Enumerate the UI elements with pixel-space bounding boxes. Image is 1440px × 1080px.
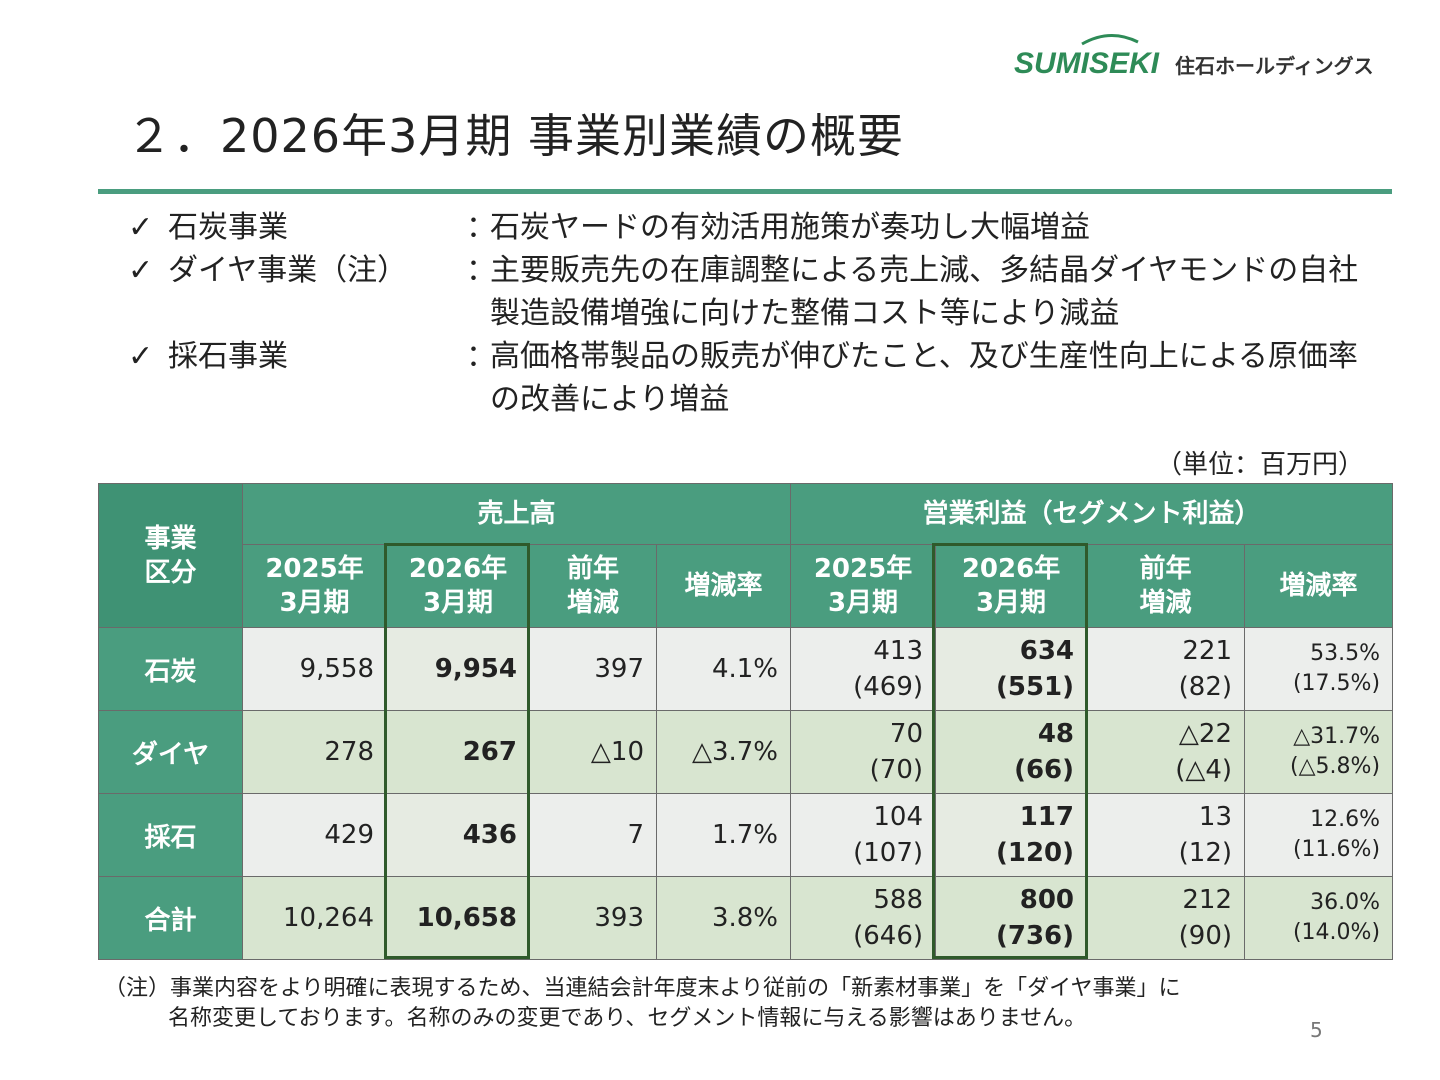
table-row: ダイヤ 278 267 △10 △3.7% 70 (70) 48 (66) △2… [98, 710, 1394, 794]
table-cell: 9,558 [242, 627, 387, 711]
page-title: ２．2026年3月期 事業別業績の概要 [126, 109, 904, 163]
segment-results-table: 事業 区分 売上高 営業利益（セグメント利益） 2025年 3月期 2026年 … [98, 483, 1394, 960]
bullet-quarry: ✓ 採石事業 ： 高価格帯製品の販売が伸びたこと、及び生産性向上による原価率の改… [128, 335, 1388, 421]
logo-arc-icon [1081, 34, 1139, 46]
page-number: 5 [1310, 1018, 1323, 1042]
table-cell: 117 (120) [935, 793, 1088, 877]
check-icon: ✓ [128, 339, 154, 374]
table-row: 石炭 9,558 9,954 397 4.1% 413 (469) 634 (5… [98, 627, 1394, 711]
sales-header: 売上高 [241, 483, 792, 545]
bullet-segment-name: ダイヤ事業（注） [168, 253, 408, 288]
summary-bullets: ✓ 石炭事業 ： 石炭ヤードの有効活用施策が奏功し大幅増益 ✓ ダイヤ事業（注）… [128, 206, 1388, 421]
company-logo: SUMISEKI 住石ホールディングス [1014, 34, 1374, 84]
col-header: 前年 増減 [529, 544, 657, 628]
table-cell: 53.5% (17.5%) [1244, 627, 1394, 711]
check-icon: ✓ [128, 210, 154, 245]
table-cell: 48 (66) [935, 710, 1088, 794]
table-row: 採石 429 436 7 1.7% 104 (107) 117 (120) 13… [98, 793, 1394, 877]
bullet-description: 高価格帯製品の販売が伸びたこと、及び生産性向上による原価率の改善により増益 [490, 339, 1358, 417]
bullet-diamond: ✓ ダイヤ事業（注） ： 主要販売先の在庫調整による売上減、多結晶ダイヤモンドの… [128, 249, 1388, 335]
table-cell: 3.8% [655, 876, 792, 960]
col-header: 2026年 3月期 [386, 544, 530, 628]
table-cell: 104 (107) [790, 793, 937, 877]
table-cell: 12.6% (11.6%) [1244, 793, 1394, 877]
table-cell: 267 [386, 710, 530, 794]
table-cell: 278 [242, 710, 387, 794]
profit-header: 営業利益（セグメント利益） [790, 483, 1394, 545]
footnote-line-2: 名称変更しております。名称のみの変更であり、セグメント情報に与える影響はありませ… [168, 1006, 1087, 1031]
table-cell: 397 [529, 627, 657, 711]
segment-header-text: 事業 区分 [144, 523, 197, 588]
table-cell: 212 (90) [1086, 876, 1246, 960]
row-segment: 採石 [98, 793, 243, 877]
bullet-description: 石炭ヤードの有効活用施策が奏功し大幅増益 [490, 210, 1090, 245]
col-header: 増減率 [1244, 544, 1394, 628]
bullet-colon: ： [466, 339, 496, 374]
bullet-colon: ： [466, 253, 496, 288]
logo-brand: SUMISEKI [1014, 47, 1160, 80]
table-cell: 429 [242, 793, 387, 877]
bullet-segment-name: 採石事業 [168, 339, 288, 374]
segment-header: 事業 区分 [98, 483, 243, 628]
table-cell: 413 (469) [790, 627, 937, 711]
row-segment: 石炭 [98, 627, 243, 711]
table-cell: 13 (12) [1086, 793, 1246, 877]
title-divider [98, 189, 1392, 194]
table-cell: △31.7% (△5.8%) [1244, 710, 1394, 794]
table-cell: 588 (646) [790, 876, 937, 960]
table-cell: 10,658 [386, 876, 530, 960]
unit-label: （単位：百万円） [1156, 450, 1365, 480]
row-segment: ダイヤ [98, 710, 243, 794]
table-cell: △10 [529, 710, 657, 794]
table-cell: 436 [386, 793, 530, 877]
bullet-segment-name: 石炭事業 [168, 210, 288, 245]
table-cell: 4.1% [655, 627, 792, 711]
col-header: 2025年 3月期 [790, 544, 937, 628]
col-header: 前年 増減 [1086, 544, 1246, 628]
logo-company-name: 住石ホールディングス [1175, 53, 1374, 78]
table-cell: 634 (551) [935, 627, 1088, 711]
table-cell: △22 (△4) [1086, 710, 1246, 794]
col-header: 2025年 3月期 [242, 544, 387, 628]
table-cell: 393 [529, 876, 657, 960]
col-header: 2026年 3月期 [935, 544, 1088, 628]
footnote-line-1: （注）事業内容をより明確に表現するため、当連結会計年度末より従前の「新素材事業」… [104, 976, 1181, 1001]
check-icon: ✓ [128, 253, 154, 288]
footnote: （注）事業内容をより明確に表現するため、当連結会計年度末より従前の「新素材事業」… [104, 974, 1180, 1034]
bullet-description: 主要販売先の在庫調整による売上減、多結晶ダイヤモンドの自社製造設備増強に向けた整… [490, 253, 1359, 331]
row-segment: 合計 [98, 876, 243, 960]
table-cell: 10,264 [242, 876, 387, 960]
bullet-coal: ✓ 石炭事業 ： 石炭ヤードの有効活用施策が奏功し大幅増益 [128, 206, 1388, 249]
table-cell: 7 [529, 793, 657, 877]
col-header: 増減率 [655, 544, 792, 628]
table-cell: 1.7% [655, 793, 792, 877]
table-cell: 221 (82) [1086, 627, 1246, 711]
table-row: 合計 10,264 10,658 393 3.8% 588 (646) 800 … [98, 876, 1394, 960]
table-cell: △3.7% [655, 710, 792, 794]
table-cell: 800 (736) [935, 876, 1088, 960]
table-cell: 36.0% (14.0%) [1244, 876, 1394, 960]
bullet-colon: ： [466, 210, 496, 245]
table-cell: 70 (70) [790, 710, 937, 794]
table-cell: 9,954 [386, 627, 530, 711]
